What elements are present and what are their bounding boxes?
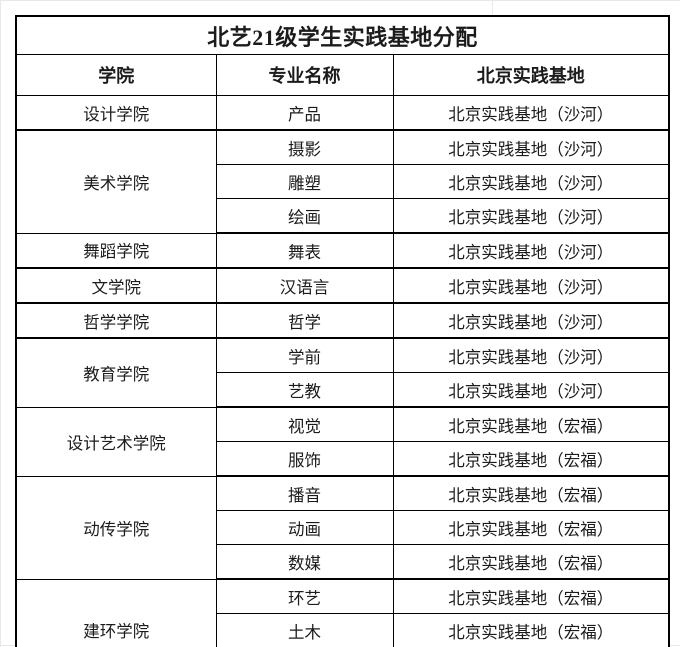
practice-base-cell: 北京实践基地（宏福） [392, 441, 670, 477]
practice-base-cell: 北京实践基地（宏福） [392, 544, 670, 580]
major-cell: 艺教 [215, 372, 394, 408]
table-row: 哲学学院 哲学 北京实践基地（沙河） [15, 302, 670, 339]
table-row: 设计学院 产品 北京实践基地（沙河） [15, 95, 670, 131]
practice-base-cell: 北京实践基地（宏福） [392, 613, 670, 647]
table-row: 艺教 北京实践基地（沙河） [16, 372, 670, 408]
major-cell: 环艺 [215, 578, 394, 614]
college-cell: 设计学院 [15, 95, 217, 131]
major-cell: 舞表 [215, 232, 394, 269]
grid-guide-line [0, 0, 680, 1]
practice-base-cell: 北京实践基地（宏福） [392, 475, 670, 511]
practice-base-cell: 北京实践基地（宏福） [392, 578, 670, 614]
practice-base-cell: 北京实践基地（沙河） [392, 267, 670, 304]
table-row: 动画 北京实践基地（宏福） [16, 510, 670, 545]
major-cell: 学前 [215, 337, 394, 373]
header-row: 学院 专业名称 北京实践基地 [15, 54, 670, 96]
major-cell: 动画 [215, 510, 394, 545]
practice-base-cell: 北京实践基地（沙河） [392, 198, 670, 234]
college-cell: 舞蹈学院 [15, 232, 217, 269]
major-cell: 数媒 [215, 544, 394, 580]
college-cell: 动传学院 [15, 475, 217, 580]
table-row: 土木 北京实践基地（宏福） [16, 613, 670, 647]
practice-base-cell: 北京实践基地（沙河） [392, 232, 670, 269]
table-row: 设计艺术学院 视觉 北京实践基地（宏福） [15, 406, 670, 477]
assignment-table: 北艺21级学生实践基地分配 学院 专业名称 北京实践基地 设计学院 产品 北京实践基地（沙河… [15, 15, 670, 647]
major-cell: 产品 [215, 95, 394, 131]
college-cell: 美术学院 [15, 129, 217, 234]
college-cell: 文学院 [15, 267, 217, 304]
major-cell: 服饰 [215, 441, 394, 477]
practice-base-cell: 北京实践基地（沙河） [392, 164, 670, 199]
assignment-table-container: 北艺21级学生实践基地分配 学院 专业名称 北京实践基地 设计学院 产品 北京实践基地（沙河… [15, 15, 670, 647]
table-row: 舞蹈学院 舞表 北京实践基地（沙河） [15, 232, 670, 269]
major-cell: 播音 [215, 475, 394, 511]
table-row: 数媒 北京实践基地（宏福） [16, 544, 670, 580]
table-row: 雕塑 北京实践基地（沙河） [16, 164, 670, 199]
major-cell: 摄影 [215, 129, 394, 165]
practice-base-cell: 北京实践基地（沙河） [392, 95, 670, 131]
table-row: 文学院 汉语言 北京实践基地（沙河） [15, 267, 670, 304]
column-header-2: 专业名称 [215, 54, 394, 96]
practice-base-cell: 北京实践基地（宏福） [392, 510, 670, 545]
table-row: 服饰 北京实践基地（宏福） [16, 441, 670, 477]
major-cell: 汉语言 [215, 267, 394, 304]
practice-base-cell: 北京实践基地（沙河） [392, 302, 670, 339]
major-cell: 视觉 [215, 406, 394, 442]
major-cell: 绘画 [215, 198, 394, 234]
column-header-3: 北京实践基地 [392, 54, 670, 96]
table-row: 建环学院 环艺 北京实践基地（宏福） [15, 578, 670, 647]
college-cell: 教育学院 [15, 337, 217, 408]
major-cell: 哲学 [215, 302, 394, 339]
practice-base-cell: 北京实践基地（沙河） [392, 129, 670, 165]
major-cell: 雕塑 [215, 164, 394, 199]
page-title: 北艺21级学生实践基地分配 [15, 15, 670, 55]
column-header-1: 学院 [15, 54, 217, 96]
table-row: 绘画 北京实践基地（沙河） [16, 198, 670, 234]
college-cell: 设计艺术学院 [15, 406, 217, 477]
grid-guide-line [0, 0, 1, 647]
major-cell: 土木 [215, 613, 394, 647]
college-cell: 哲学学院 [15, 302, 217, 339]
table-row: 动传学院 播音 北京实践基地（宏福） [15, 475, 670, 580]
practice-base-cell: 北京实践基地（沙河） [392, 372, 670, 408]
table-row: 美术学院 摄影 北京实践基地（沙河） [15, 129, 670, 234]
table-row: 教育学院 学前 北京实践基地（沙河） [15, 337, 670, 408]
title-row: 北艺21级学生实践基地分配 [15, 15, 670, 55]
college-cell: 建环学院 [15, 578, 217, 647]
practice-base-cell: 北京实践基地（宏福） [392, 406, 670, 442]
practice-base-cell: 北京实践基地（沙河） [392, 337, 670, 373]
